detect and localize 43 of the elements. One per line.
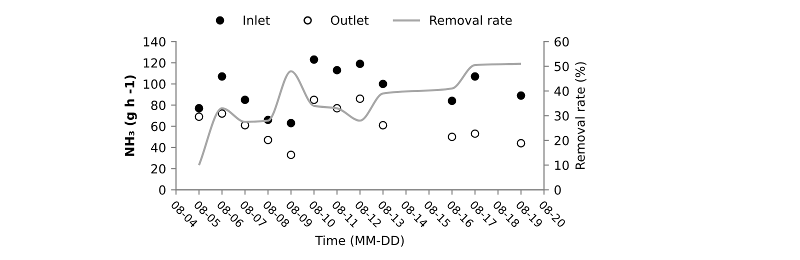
y2-tick-label: 0 [554, 185, 561, 195]
point [332, 66, 342, 74]
legend-label: Inlet [244, 15, 270, 25]
point [194, 104, 204, 113]
point [516, 91, 526, 100]
y-axis-title: NH₃ (g h -1) [124, 75, 137, 156]
point [356, 94, 364, 103]
y-tick-label: 80 [151, 100, 166, 110]
point [378, 120, 388, 130]
y-tick-label: 60 [151, 122, 166, 132]
point [218, 72, 226, 81]
point [264, 136, 272, 144]
point [194, 112, 204, 121]
y2-tick-label: 20 [554, 136, 569, 146]
y2-tick-label: 60 [554, 37, 569, 47]
y-tick-label: 0 [159, 185, 166, 195]
y-tick-label: 100 [144, 79, 166, 89]
point [218, 109, 226, 118]
y2-tick-label: 50 [554, 62, 569, 72]
point [448, 96, 456, 106]
y2-tick-label: 40 [554, 86, 569, 96]
point [286, 118, 296, 128]
y2-axis-title: Removal rate (%) [575, 62, 586, 170]
legend-label: Removal rate [430, 15, 512, 25]
point [310, 96, 318, 104]
x-axis-title: Time (MM-DD) [315, 236, 404, 247]
y2-tick-label: 30 [554, 111, 569, 121]
y-tick-label: 40 [150, 142, 166, 152]
point [356, 60, 364, 68]
y-tick-label: 140 [144, 37, 166, 47]
point [470, 129, 480, 138]
point [448, 132, 456, 142]
line-series [198, 62, 522, 166]
y-tick-label: 120 [144, 58, 166, 68]
point [516, 138, 526, 148]
point [378, 80, 388, 88]
point [240, 96, 250, 104]
point [470, 72, 480, 81]
y2-tick-label: 10 [555, 160, 569, 170]
legend-label: Outlet [330, 15, 369, 25]
y-tick-label: 20 [151, 164, 166, 174]
point [286, 150, 296, 160]
point [310, 55, 318, 64]
